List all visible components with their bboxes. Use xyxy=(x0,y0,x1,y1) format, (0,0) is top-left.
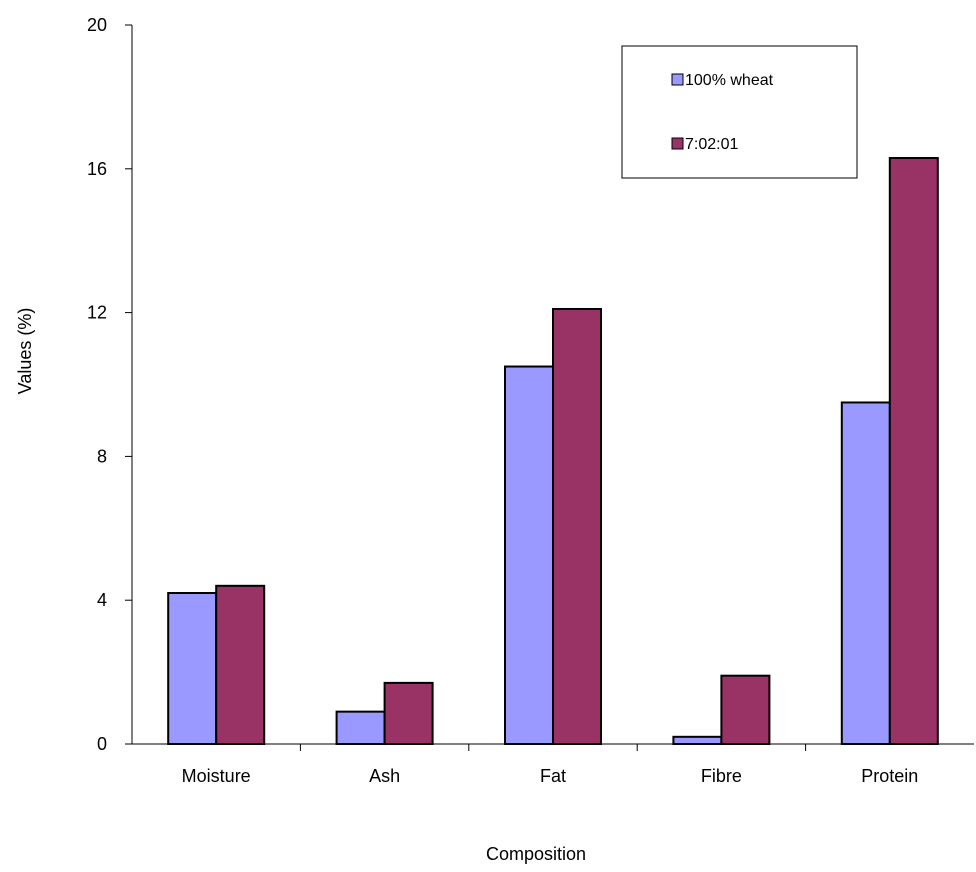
x-tick-label: Fat xyxy=(540,766,566,786)
x-axis-title: Composition xyxy=(486,844,586,864)
bar-100-wheat-ash xyxy=(335,710,386,746)
legend-label: 7:02:01 xyxy=(685,136,738,153)
legend-box xyxy=(621,45,858,179)
plot-area: 0 4 8 12 16 20 Moisture Ash Fat Fibre Protein xyxy=(87,15,974,786)
legend-swatch xyxy=(671,137,684,150)
x-tick-label: Fibre xyxy=(701,766,742,786)
y-axis-title: Values (%) xyxy=(15,308,35,395)
bar-100-wheat-fat xyxy=(504,365,554,745)
y-tick-label: 4 xyxy=(97,590,107,610)
legend-label: 100% wheat xyxy=(685,72,774,89)
bar-100-wheat-fibre xyxy=(672,735,723,745)
x-tick-label: Protein xyxy=(861,766,918,786)
y-tick-label: 0 xyxy=(97,734,107,754)
bar-100-wheat-moisture xyxy=(167,592,218,746)
bar-7-02-01-ash xyxy=(383,681,434,746)
bar-7-02-01-moisture xyxy=(215,584,266,745)
legend-swatch xyxy=(671,73,684,86)
y-tick-label: 12 xyxy=(87,303,107,323)
bar-7-02-01-fat xyxy=(552,308,602,745)
bar-7-02-01-fibre xyxy=(720,674,771,746)
x-tick-label: Moisture xyxy=(182,766,251,786)
legend: 100% wheat 7:02:01 xyxy=(621,45,858,179)
x-tick-label: Ash xyxy=(369,766,400,786)
y-tick-label: 16 xyxy=(87,159,107,179)
bar-7-02-01-protein xyxy=(888,157,939,745)
bars xyxy=(167,157,939,746)
bar-100-wheat-protein xyxy=(840,401,891,745)
y-tick-label: 8 xyxy=(97,446,107,466)
y-tick-label: 20 xyxy=(87,15,107,35)
